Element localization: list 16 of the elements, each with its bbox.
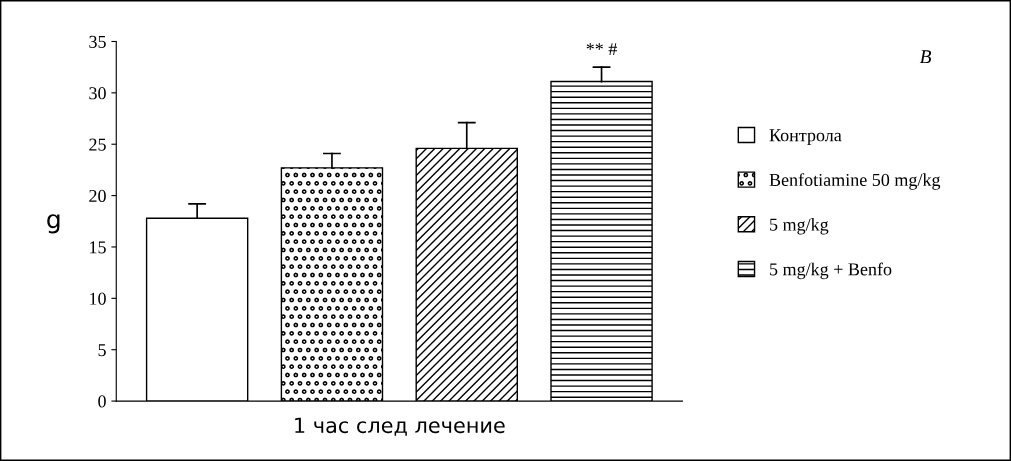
text: B [919, 50, 932, 64]
y-tick-label: 10 [90, 292, 106, 305]
y-tick-label: 30 [89, 87, 106, 100]
y-tick-label: 0 [98, 395, 106, 408]
legend-label: Контрола [769, 129, 842, 146]
y-tick-label: 15 [90, 241, 106, 254]
y-tick-label: 20 [89, 189, 106, 203]
x-axis-title: 1 час след лечение [295, 417, 505, 436]
annotation: ** # [586, 43, 618, 55]
legend-label: 5 mg/kg + Benfo [770, 262, 892, 280]
legend-label: Benfotiamine 50 mg/kg [769, 173, 941, 190]
y-tick-label: 5 [98, 344, 106, 357]
y-tick-label: 25 [89, 138, 106, 151]
y-tick-label: 35 [89, 35, 106, 48]
y-axis-title: g [47, 214, 60, 234]
legend-label: 5 mg/kg [770, 218, 829, 235]
